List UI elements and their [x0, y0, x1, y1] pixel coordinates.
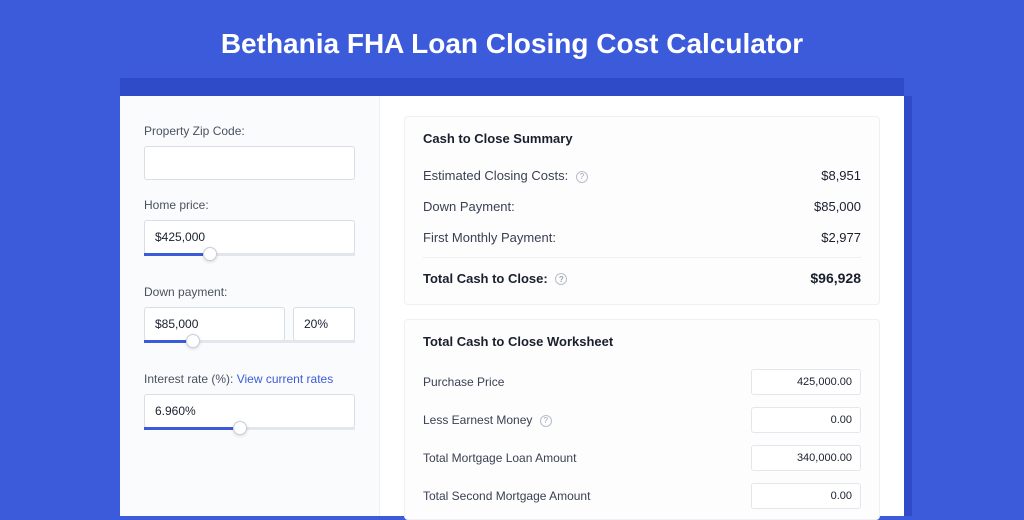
- slider-thumb[interactable]: [233, 421, 247, 435]
- zip-field-group: Property Zip Code:: [144, 124, 355, 180]
- summary-label: First Monthly Payment:: [423, 230, 556, 245]
- down-payment-field-group: Down payment:: [144, 285, 355, 354]
- calculator-card: Property Zip Code: Home price: Down paym…: [120, 96, 904, 516]
- down-payment-row: [144, 307, 355, 341]
- worksheet-input-earnest-money[interactable]: [751, 407, 861, 433]
- summary-total-value: $96,928: [810, 270, 861, 286]
- inputs-panel: Property Zip Code: Home price: Down paym…: [120, 96, 380, 516]
- zip-label: Property Zip Code:: [144, 124, 355, 138]
- summary-total-label: Total Cash to Close: ?: [423, 271, 567, 286]
- summary-row-total: Total Cash to Close: ? $96,928: [423, 257, 861, 294]
- slider-fill: [144, 427, 233, 430]
- slider-fill: [144, 253, 203, 256]
- worksheet-row-mortgage-amount: Total Mortgage Loan Amount: [423, 439, 861, 477]
- interest-rate-label: Interest rate (%): View current rates: [144, 372, 355, 386]
- summary-title: Cash to Close Summary: [423, 131, 861, 146]
- worksheet-row-earnest-money: Less Earnest Money ?: [423, 401, 861, 439]
- summary-value: $85,000: [814, 199, 861, 214]
- worksheet-row-purchase-price: Purchase Price: [423, 363, 861, 401]
- results-panel: Cash to Close Summary Estimated Closing …: [380, 96, 904, 516]
- summary-card: Cash to Close Summary Estimated Closing …: [404, 116, 880, 305]
- view-rates-link[interactable]: View current rates: [237, 372, 334, 386]
- worksheet-input-mortgage-amount[interactable]: [751, 445, 861, 471]
- worksheet-input-second-mortgage[interactable]: [751, 483, 861, 509]
- down-payment-slider[interactable]: [144, 340, 355, 354]
- summary-label: Estimated Closing Costs: ?: [423, 168, 588, 183]
- worksheet-label: Purchase Price: [423, 375, 504, 389]
- summary-label-text: Estimated Closing Costs:: [423, 168, 568, 183]
- interest-rate-input[interactable]: [144, 394, 355, 428]
- summary-label: Down Payment:: [423, 199, 515, 214]
- summary-total-label-text: Total Cash to Close:: [423, 271, 548, 286]
- home-price-slider[interactable]: [144, 253, 355, 267]
- worksheet-label: Less Earnest Money ?: [423, 413, 552, 427]
- summary-row-closing-costs: Estimated Closing Costs: ? $8,951: [423, 160, 861, 191]
- interest-rate-slider[interactable]: [144, 427, 355, 441]
- summary-value: $8,951: [821, 168, 861, 183]
- home-price-label: Home price:: [144, 198, 355, 212]
- page-title: Bethania FHA Loan Closing Cost Calculato…: [0, 0, 1024, 78]
- summary-value: $2,977: [821, 230, 861, 245]
- slider-fill: [144, 340, 186, 343]
- zip-input[interactable]: [144, 146, 355, 180]
- help-icon[interactable]: ?: [540, 415, 552, 427]
- summary-row-down-payment: Down Payment: $85,000: [423, 191, 861, 222]
- slider-thumb[interactable]: [203, 247, 217, 261]
- help-icon[interactable]: ?: [576, 171, 588, 183]
- down-payment-pct-input[interactable]: [293, 307, 355, 341]
- slider-thumb[interactable]: [186, 334, 200, 348]
- home-price-input[interactable]: [144, 220, 355, 254]
- worksheet-row-second-mortgage: Total Second Mortgage Amount: [423, 477, 861, 515]
- worksheet-label-text: Less Earnest Money: [423, 413, 532, 427]
- worksheet-card: Total Cash to Close Worksheet Purchase P…: [404, 319, 880, 520]
- interest-rate-label-text: Interest rate (%):: [144, 372, 233, 386]
- banner-bar: [120, 78, 904, 96]
- summary-row-first-payment: First Monthly Payment: $2,977: [423, 222, 861, 253]
- down-payment-label: Down payment:: [144, 285, 355, 299]
- interest-rate-field-group: Interest rate (%): View current rates: [144, 372, 355, 441]
- worksheet-label: Total Mortgage Loan Amount: [423, 451, 576, 465]
- home-price-field-group: Home price:: [144, 198, 355, 267]
- worksheet-input-purchase-price[interactable]: [751, 369, 861, 395]
- help-icon[interactable]: ?: [555, 273, 567, 285]
- worksheet-title: Total Cash to Close Worksheet: [423, 334, 861, 349]
- down-payment-input[interactable]: [144, 307, 285, 341]
- worksheet-label: Total Second Mortgage Amount: [423, 489, 590, 503]
